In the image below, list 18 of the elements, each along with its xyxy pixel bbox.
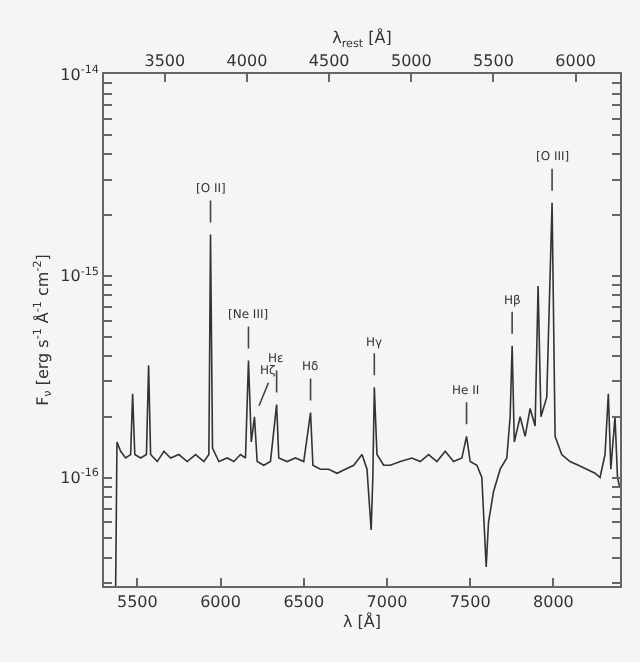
x-tick-label: 7000 <box>366 593 408 611</box>
line-series <box>114 201 620 586</box>
x-tick-label: 6500 <box>283 593 325 611</box>
x-tick-label: 7500 <box>449 593 491 611</box>
x2-tick-label: 5000 <box>390 51 432 70</box>
x2-tick-label: 5500 <box>473 51 514 70</box>
x2-tick-label: 3500 <box>144 51 186 70</box>
x-tick-label: 5500 <box>116 593 158 611</box>
x-tick-label: 6000 <box>200 593 241 611</box>
y-tick-label: 10$^{-15}$ <box>60 264 100 286</box>
x-tick-label: 8000 <box>533 593 574 611</box>
x2-tick-label: 6000 <box>555 51 596 70</box>
x2-axis-title: λ$_{rest}$ [Å] <box>332 27 392 51</box>
x-axis-title: λ [Å] <box>343 611 381 631</box>
x2-tick-label: 4500 <box>308 51 350 70</box>
x2-tick-label: 4000 <box>226 51 268 70</box>
y-tick-label: 10$^{-16}$ <box>60 466 100 488</box>
y-tick-label: 10$^{-14}$ <box>60 62 100 84</box>
